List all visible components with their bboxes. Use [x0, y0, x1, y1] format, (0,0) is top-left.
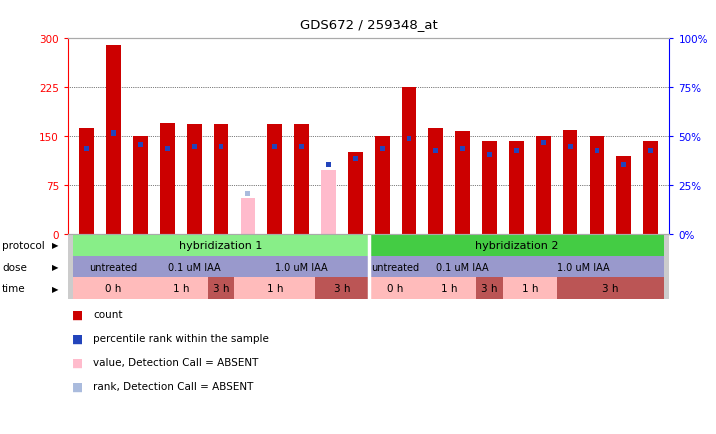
Bar [616, 156, 632, 235]
Text: 1.0 uM IAA: 1.0 uM IAA [276, 262, 328, 272]
Text: 0 h: 0 h [105, 284, 122, 294]
Bar [74, 256, 154, 278]
Bar [299, 145, 304, 150]
Bar [433, 148, 438, 154]
Bar [315, 278, 369, 299]
Text: 1 h: 1 h [521, 284, 538, 294]
Bar [503, 256, 664, 278]
Text: 1 h: 1 h [173, 284, 189, 294]
Bar [165, 147, 170, 152]
Bar [589, 136, 604, 235]
Bar [187, 125, 202, 235]
Text: 3 h: 3 h [602, 284, 619, 294]
Bar [643, 141, 658, 235]
Bar [374, 136, 390, 235]
Bar [536, 136, 551, 235]
Bar [133, 136, 148, 235]
Bar [154, 278, 208, 299]
Text: 3 h: 3 h [213, 284, 229, 294]
Bar [74, 235, 369, 256]
Bar [541, 141, 546, 146]
Text: 1.0 uM IAA: 1.0 uM IAA [557, 262, 610, 272]
Bar [326, 162, 331, 168]
Bar [594, 148, 599, 154]
Bar [84, 147, 90, 152]
Text: rank, Detection Call = ABSENT: rank, Detection Call = ABSENT [93, 381, 253, 391]
Text: 3 h: 3 h [481, 284, 498, 294]
Bar [557, 278, 664, 299]
Text: count: count [93, 310, 122, 319]
Bar [241, 199, 256, 235]
Text: percentile rank within the sample: percentile rank within the sample [93, 334, 269, 343]
Text: 0 h: 0 h [387, 284, 404, 294]
Bar [568, 145, 573, 150]
Bar [138, 143, 143, 148]
Bar [353, 156, 358, 161]
Text: ■: ■ [72, 308, 83, 321]
Text: ■: ■ [72, 356, 83, 369]
Text: hybridization 1: hybridization 1 [180, 240, 263, 250]
Bar [402, 88, 417, 235]
Bar [235, 256, 369, 278]
Bar [111, 131, 116, 136]
Bar [563, 130, 578, 235]
Text: ■: ■ [72, 332, 83, 345]
Bar [422, 278, 476, 299]
Text: ▶: ▶ [52, 284, 59, 293]
Text: time: time [2, 284, 26, 294]
Bar [407, 137, 412, 142]
Text: 0.1 uM IAA: 0.1 uM IAA [168, 262, 221, 272]
Text: 0.1 uM IAA: 0.1 uM IAA [437, 262, 489, 272]
Bar [246, 191, 251, 197]
Bar [154, 256, 235, 278]
Bar [235, 278, 315, 299]
Bar [648, 148, 653, 154]
Bar [272, 145, 277, 150]
Bar [160, 124, 175, 235]
Bar [294, 125, 309, 235]
Text: ▶: ▶ [52, 241, 59, 250]
Bar [192, 145, 197, 150]
Bar [476, 278, 503, 299]
Text: 1 h: 1 h [441, 284, 458, 294]
Bar [455, 132, 470, 235]
Bar [514, 148, 519, 154]
Text: ▶: ▶ [52, 263, 59, 272]
Bar [509, 141, 524, 235]
Text: GDS672 / 259348_at: GDS672 / 259348_at [300, 18, 437, 31]
Text: protocol: protocol [2, 240, 45, 250]
Bar [74, 278, 154, 299]
Bar [267, 125, 282, 235]
Bar [422, 256, 503, 278]
Bar [621, 162, 626, 168]
Bar [213, 125, 228, 235]
Bar [208, 278, 234, 299]
Bar [321, 171, 336, 235]
Bar [348, 153, 363, 235]
Text: untreated: untreated [90, 262, 137, 272]
Bar [369, 235, 664, 256]
Bar [460, 147, 465, 152]
Text: hybridization 2: hybridization 2 [475, 240, 558, 250]
Bar [106, 46, 121, 235]
Bar [369, 278, 422, 299]
Text: ■: ■ [72, 380, 83, 393]
Bar [428, 128, 443, 235]
Bar [218, 145, 223, 150]
Text: 1 h: 1 h [266, 284, 283, 294]
Bar [369, 256, 422, 278]
Text: value, Detection Call = ABSENT: value, Detection Call = ABSENT [93, 358, 258, 367]
Bar [79, 128, 95, 235]
Text: 3 h: 3 h [334, 284, 350, 294]
Bar [503, 278, 557, 299]
Text: untreated: untreated [372, 262, 420, 272]
Bar [487, 152, 492, 158]
Bar [379, 147, 384, 152]
Bar [482, 141, 497, 235]
Text: dose: dose [2, 262, 27, 272]
